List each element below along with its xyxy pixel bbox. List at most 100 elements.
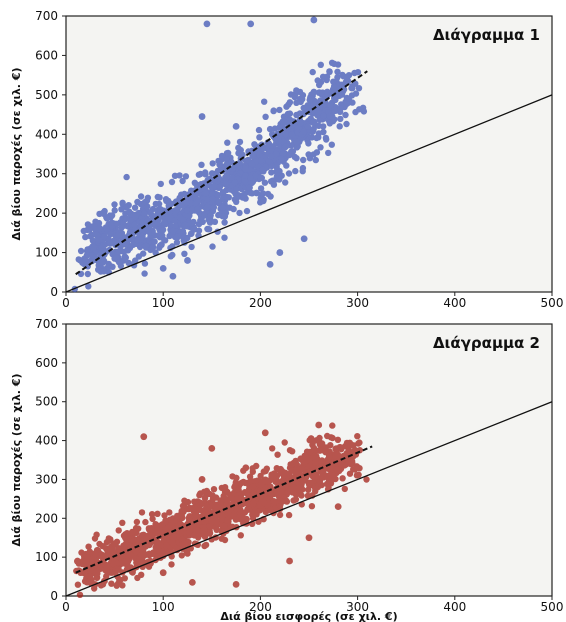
data-point [211,218,219,225]
data-point [145,228,152,235]
x-tick-label: 200 [249,296,272,310]
data-point [88,565,95,572]
data-point [274,451,281,458]
data-point [318,440,326,447]
data-point [229,473,236,480]
data-point [181,250,188,257]
data-point [186,518,194,525]
data-point [210,486,218,493]
data-point [313,149,321,156]
data-point [201,542,208,550]
data-point [257,157,265,164]
data-point [355,471,362,478]
data-point [299,96,306,103]
data-point [132,524,140,532]
data-point [113,582,120,589]
data-point [316,477,324,485]
data-point [124,558,132,565]
data-point [141,198,149,206]
data-point [221,234,228,241]
data-point [184,234,191,242]
data-point [241,177,249,185]
data-point [82,233,89,241]
x-tick-label: 500 [541,296,564,310]
data-point [222,180,229,188]
data-point [300,156,307,164]
data-point [235,144,242,152]
data-point [208,444,216,452]
data-point [204,196,211,203]
data-point [175,525,182,532]
x-tick-label: 100 [152,600,175,614]
data-point [348,458,355,466]
data-point [256,134,263,141]
trend-line [75,70,368,276]
data-point [323,73,331,80]
data-point [223,173,231,180]
data-point [282,131,289,138]
x-tick-label: 0 [62,296,70,310]
data-point [196,186,203,193]
data-point [142,518,149,526]
data-point [308,503,316,510]
data-point [283,162,290,169]
data-point [96,225,104,232]
data-point [325,484,332,492]
data-point [154,538,161,546]
data-point [234,495,242,502]
data-point [157,206,164,213]
data-point [138,509,146,516]
data-point [232,505,240,512]
data-point [123,173,130,181]
data-point [103,564,111,571]
data-point [276,106,283,114]
data-point [199,507,206,514]
data-point [221,522,228,530]
data-point [243,207,251,215]
data-point [252,172,259,180]
data-point [213,526,220,533]
data-point [216,183,224,191]
data-point [312,101,319,108]
data-point [74,558,81,565]
data-point [305,534,313,542]
data-point [129,241,137,248]
data-point [85,543,92,550]
data-point [257,147,264,154]
data-point [324,432,331,440]
data-point [92,550,99,558]
data-point [105,535,113,542]
data-point [77,247,85,255]
y-tick-label: 700 [35,317,58,331]
data-point [315,421,323,429]
x-axis-label: Διά βίου εισφορές (σε χιλ. €) [220,610,397,622]
data-point [82,257,90,265]
y-tick-label: 600 [35,48,58,62]
data-point [208,518,216,525]
data-point [80,227,88,235]
data-point [103,215,111,222]
data-point [319,470,326,477]
data-point [118,206,125,213]
data-point [143,536,150,543]
data-point [261,477,269,484]
data-point [210,204,218,211]
data-point [356,439,363,446]
y-tick-label: 400 [35,127,58,141]
data-point [312,447,320,454]
data-point [273,150,280,158]
data-point [268,169,275,176]
data-point [188,579,196,586]
data-point [334,68,341,76]
reference-line [65,94,553,293]
y-tick-label: 700 [35,9,58,23]
data-point [95,219,103,227]
data-point [131,204,139,211]
chart-title: Διάγραμμα 2 [433,334,540,352]
data-point [86,226,93,233]
data-point [84,246,91,253]
data-point [313,134,320,142]
data-point [274,169,281,176]
data-point [261,429,269,437]
data-point [341,485,348,493]
